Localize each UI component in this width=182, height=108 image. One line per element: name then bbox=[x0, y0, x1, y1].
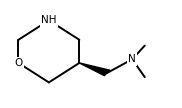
Polygon shape bbox=[79, 63, 110, 76]
Text: NH: NH bbox=[41, 15, 57, 25]
Text: O: O bbox=[14, 58, 23, 68]
Text: N: N bbox=[128, 54, 136, 64]
